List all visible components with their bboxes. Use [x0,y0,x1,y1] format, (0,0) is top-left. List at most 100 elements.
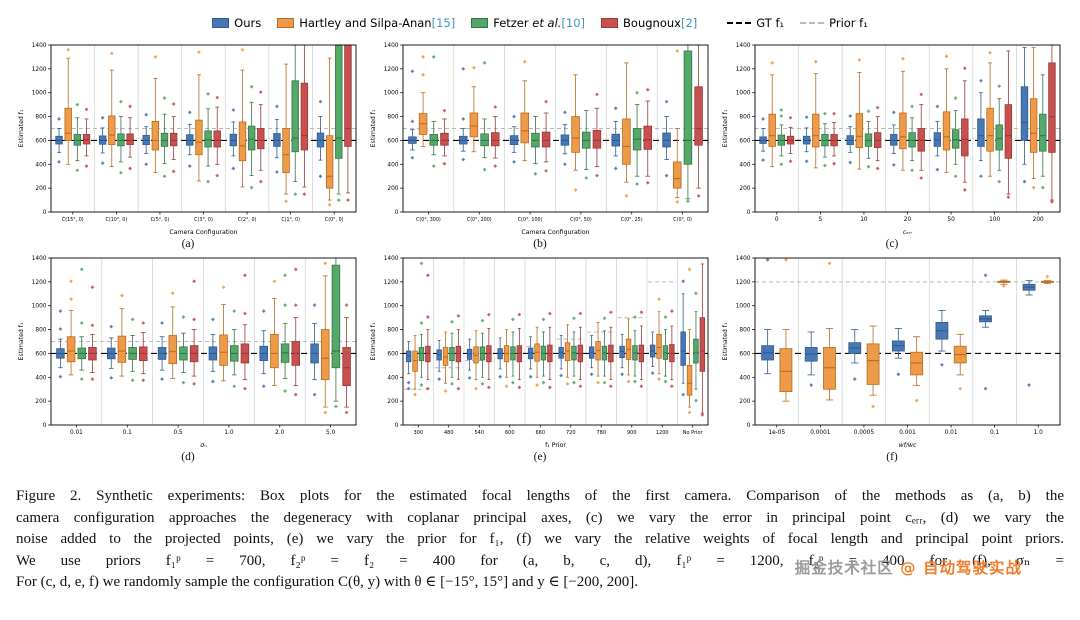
svg-text:0: 0 [775,217,779,223]
svg-text:200: 200 [1033,217,1044,223]
caption-line: We use priors f₁ᵖ = 700, f₂ᵖ = f₂ = 400 … [16,552,1064,569]
svg-text:200: 200 [739,399,750,405]
svg-text:0: 0 [747,423,751,429]
svg-text:5.0: 5.0 [326,430,336,436]
legend-swatch [471,18,489,28]
svg-text:1200: 1200 [656,430,669,436]
boxplot-e: 0 200 400 600 800 1000 1200 1400 Estimated f₁ 300… [370,256,709,449]
svg-text:800: 800 [35,328,46,334]
svg-text:200: 200 [387,186,398,192]
svg-text:10: 10 [860,217,868,223]
legend-label: Fetzer et al.[10] [493,16,586,30]
svg-text:600: 600 [35,351,46,357]
svg-text:σₙ: σₙ [200,442,207,449]
svg-text:200: 200 [739,186,750,192]
svg-text:0.001: 0.001 [899,430,916,436]
subplot-a: 0 200 400 600 800 1000 1200 1400 Estimated f₁ C(1… [12,40,364,251]
svg-text:1200: 1200 [32,280,47,286]
svg-text:C(2°, 0): C(2°, 0) [238,217,257,223]
svg-text:Estimated f₁: Estimated f₁ [370,109,377,147]
svg-text:1000: 1000 [736,91,751,97]
svg-text:C(0°, 25): C(0°, 25) [621,217,643,223]
caption-line: For (c, d, e, f) we randomly sample the … [16,574,639,590]
svg-text:400: 400 [387,375,398,381]
svg-text:C(10°, 0): C(10°, 0) [106,217,128,223]
svg-text:1400: 1400 [736,256,751,262]
svg-text:C(15°, 0): C(15°, 0) [62,217,84,223]
svg-text:800: 800 [387,328,398,334]
svg-text:Camera Configuration: Camera Configuration [169,229,237,236]
svg-text:1000: 1000 [32,91,47,97]
watermark-orange: @ 自动驾驶实战 [893,559,1022,577]
boxplot-b: 0 200 400 600 800 1000 1200 1400 Estimated f₁ C(0… [370,43,709,236]
caption-line: noise added to the projected points, (e)… [16,531,1064,547]
svg-text:C(5°, 0): C(5°, 0) [151,217,170,223]
svg-text:C(0°, 100): C(0°, 100) [518,217,543,223]
citation-link[interactable]: [15] [431,16,456,30]
svg-text:540: 540 [474,430,484,436]
svg-text:480: 480 [444,430,454,436]
citation-link[interactable]: [2] [680,16,698,30]
svg-text:1400: 1400 [32,43,47,49]
svg-text:0: 0 [395,423,399,429]
legend-line-item: Prior f₁ [800,16,868,30]
svg-text:C(0°, 0): C(0°, 0) [673,217,692,223]
caption-line: camera configuration approaches the dege… [16,509,1064,526]
citation-link[interactable]: [10] [561,16,586,30]
svg-text:100: 100 [989,217,1000,223]
svg-text:600: 600 [739,351,750,357]
svg-text:0: 0 [747,210,751,216]
subplot-label-d: (d) [181,451,195,463]
svg-text:wf/wc: wf/wc [899,442,917,449]
svg-text:0: 0 [43,210,47,216]
svg-text:200: 200 [387,399,398,405]
subplot-f: 0 200 400 600 800 1000 1200 1400 Estimated f₁ 1e-… [716,253,1068,464]
svg-text:800: 800 [35,115,46,121]
legend-swatch [212,18,230,28]
boxplot-f: 0 200 400 600 800 1000 1200 1400 Estimated f₁ 1e-… [722,256,1061,449]
svg-text:1400: 1400 [736,43,751,49]
legend-label-italic: et al. [528,16,562,30]
svg-text:Camera Configuration: Camera Configuration [521,229,589,236]
legend-item: Ours [212,16,261,30]
figure-legend: Ours Hartley and Silpa-Anan[15] Fetzer et … [0,10,1080,36]
svg-text:1200: 1200 [736,280,751,286]
svg-text:C(0°, 0): C(0°, 0) [325,217,344,223]
svg-text:1200: 1200 [384,67,399,73]
legend-swatch [277,18,295,28]
svg-text:1400: 1400 [384,256,399,262]
svg-text:1200: 1200 [32,67,47,73]
svg-text:0.01: 0.01 [70,430,83,436]
svg-text:C(0°, 50): C(0°, 50) [570,217,592,223]
svg-text:300: 300 [413,430,423,436]
watermark-gray: 掘金技术社区 [794,559,894,577]
svg-text:1200: 1200 [384,280,399,286]
subplot-c: 0 200 400 600 800 1000 1200 1400 Estimated f₁ 0 5 1… [716,40,1068,251]
legend-item: Fetzer et al.[10] [471,16,585,30]
svg-text:0.1: 0.1 [123,430,133,436]
svg-text:1.0: 1.0 [1034,430,1044,436]
legend-label: Prior f₁ [829,16,868,30]
svg-text:1.0: 1.0 [224,430,234,436]
svg-text:1400: 1400 [384,43,399,49]
svg-text:780: 780 [596,430,606,436]
plots-grid: 0 200 400 600 800 1000 1200 1400 Estimated f₁ C(1… [0,40,1080,464]
svg-text:1200: 1200 [736,67,751,73]
svg-text:C(3°, 0): C(3°, 0) [194,217,213,223]
legend-item: Bougnoux[2] [601,16,697,30]
svg-text:600: 600 [739,138,750,144]
legend-label: GT f₁ [756,16,785,30]
svg-text:50: 50 [947,217,955,223]
svg-text:200: 200 [35,186,46,192]
svg-text:C(0°, 300): C(0°, 300) [416,217,441,223]
svg-text:0.01: 0.01 [945,430,958,436]
svg-text:1000: 1000 [32,304,47,310]
svg-text:f₁ Prior: f₁ Prior [545,442,566,449]
svg-text:600: 600 [387,138,398,144]
svg-text:400: 400 [739,162,750,168]
legend-item: Hartley and Silpa-Anan[15] [277,16,455,30]
svg-text:800: 800 [739,115,750,121]
svg-text:1000: 1000 [384,91,399,97]
subplot-d: 0 200 400 600 800 1000 1200 1400 Estimated f₁ 0.0… [12,253,364,464]
